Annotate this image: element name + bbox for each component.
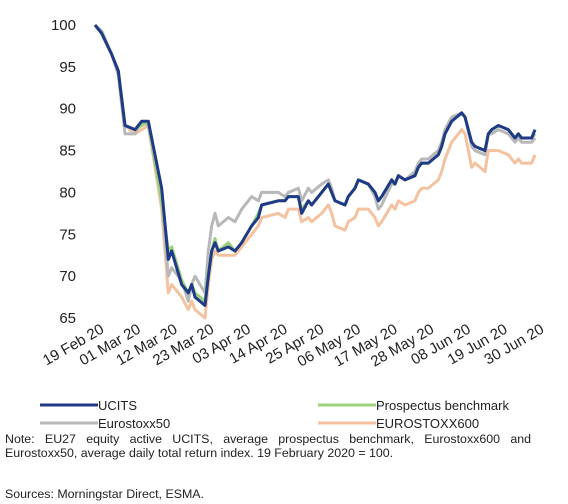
y-tick-label: 90 xyxy=(59,101,76,118)
y-tick-label: 75 xyxy=(59,226,76,243)
series-line xyxy=(93,24,537,320)
legend-label: UCITS xyxy=(98,398,137,413)
y-tick-label: 100 xyxy=(51,17,76,34)
y-tick-label: 70 xyxy=(59,268,76,285)
series-line xyxy=(93,24,537,307)
note: Note: EU27 equity active UCITS, average … xyxy=(5,432,531,460)
series-line xyxy=(94,23,537,303)
y-tick-label: 85 xyxy=(59,143,76,160)
source: Sources: Morningstar Direct, ESMA. xyxy=(5,487,205,501)
legend-label: Prospectus benchmark xyxy=(376,398,509,413)
y-tick-label: 65 xyxy=(59,310,76,327)
y-tick-label: 95 xyxy=(59,59,76,76)
series-line xyxy=(93,24,537,303)
y-tick-label: 80 xyxy=(59,184,76,201)
legend-label: Eurostoxx50 xyxy=(98,416,170,430)
legend-label: EUROSTOXX600 xyxy=(376,416,479,430)
